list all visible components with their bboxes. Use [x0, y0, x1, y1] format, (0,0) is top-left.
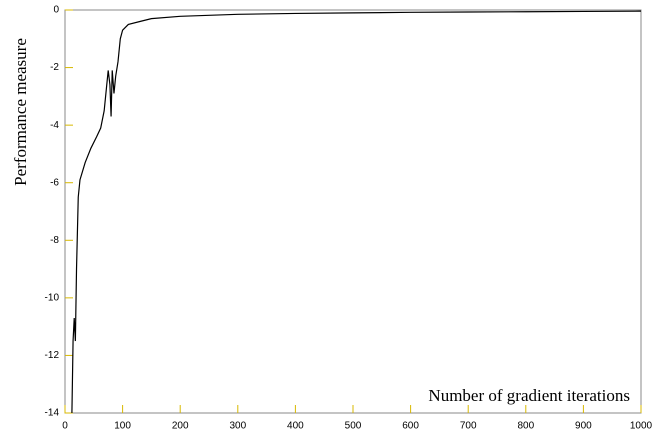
y-tick-label: -8 — [50, 235, 59, 246]
y-axis-label: Performance measure — [11, 38, 30, 186]
x-tick-label: 600 — [402, 421, 419, 432]
data-line — [71, 10, 642, 414]
x-tick-label: 0 — [62, 421, 68, 432]
y-tick-label: -12 — [45, 350, 60, 361]
y-tick-label: -14 — [45, 408, 60, 419]
x-tick-label: 900 — [575, 421, 592, 432]
x-tick-label: 700 — [460, 421, 477, 432]
y-tick-label: 0 — [53, 5, 59, 16]
x-tick-label: 400 — [287, 421, 304, 432]
y-tick-label: -4 — [50, 120, 59, 131]
x-tick-label: 500 — [345, 421, 362, 432]
y-tick-label: -10 — [45, 292, 60, 303]
x-tick-label: 100 — [114, 421, 131, 432]
x-tick-label: 1000 — [630, 421, 652, 432]
x-tick-label: 300 — [229, 421, 246, 432]
y-tick-label: -2 — [50, 62, 59, 73]
plot-frame — [64, 9, 642, 414]
x-tick-label: 200 — [172, 421, 189, 432]
y-tick-label: -6 — [50, 177, 59, 188]
x-axis-label: Number of gradient iterations — [428, 386, 630, 405]
x-tick-label: 800 — [517, 421, 534, 432]
